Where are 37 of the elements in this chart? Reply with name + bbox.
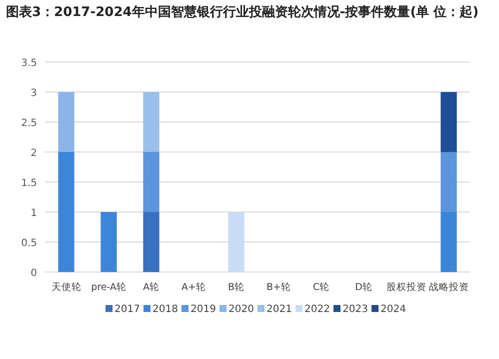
- y-tick-label: 2: [30, 148, 37, 159]
- legend-label: 2023: [342, 304, 368, 315]
- legend-label: 2024: [380, 304, 406, 315]
- x-tick-label: pre-A轮: [91, 281, 126, 293]
- y-tick-label: 3.5: [21, 58, 37, 69]
- bar: [440, 212, 457, 272]
- y-tick-label: 3: [30, 88, 37, 99]
- bar: [143, 212, 160, 272]
- bar: [228, 212, 244, 272]
- x-tick-label: D轮: [355, 281, 372, 293]
- y-tick-label: 0.5: [21, 238, 37, 249]
- chart-title: 图表3：2017-2024年中国智慧银行行业投融资轮次情况-按事件数量(单 位：起): [6, 4, 480, 21]
- x-tick-label: A轮: [143, 281, 160, 293]
- y-tick-label: 1.5: [21, 178, 37, 189]
- legend-label: 2017: [114, 304, 140, 315]
- x-tick-label: B轮: [228, 281, 245, 293]
- bar: [58, 92, 74, 152]
- x-tick-label: 战略投资: [428, 281, 469, 293]
- legend-label: 2022: [304, 304, 330, 315]
- legend-label: 2018: [152, 304, 178, 315]
- bar: [58, 152, 74, 272]
- bar: [440, 152, 457, 212]
- bar: [143, 152, 160, 212]
- legend-label: 2021: [266, 304, 292, 315]
- x-tick-label: C轮: [312, 281, 330, 293]
- bar: [143, 92, 160, 152]
- legend-label: 2019: [190, 304, 216, 315]
- x-tick-label: B+轮: [266, 281, 291, 293]
- x-tick-label: 股权投资: [386, 281, 426, 293]
- bar: [440, 92, 457, 152]
- bar: [100, 212, 117, 272]
- x-tick-label: A+轮: [182, 281, 206, 293]
- y-tick-label: 2.5: [21, 118, 37, 129]
- legend-label: 2020: [228, 304, 254, 315]
- y-tick-label: 0: [30, 268, 37, 279]
- y-tick-label: 1: [30, 208, 37, 219]
- x-tick-label: 天使轮: [51, 281, 82, 293]
